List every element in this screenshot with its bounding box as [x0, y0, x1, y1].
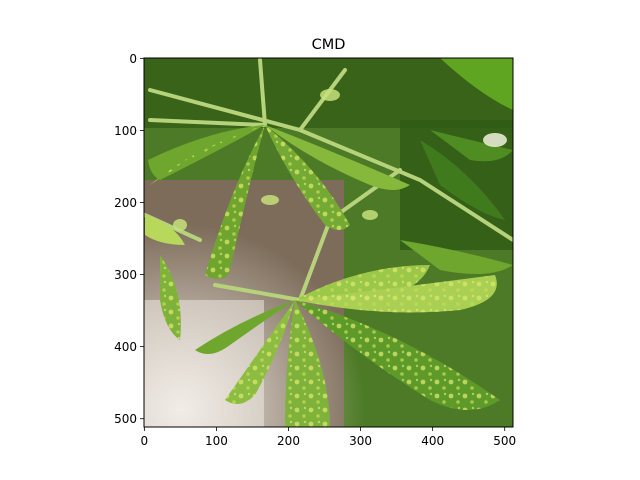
- y-tick-label: 400: [114, 340, 137, 354]
- x-tick-label: 200: [277, 434, 300, 448]
- image-frame: [143, 57, 514, 428]
- x-axis: 0 100 200 300 400 500: [141, 427, 516, 448]
- y-tick-label: 100: [114, 124, 137, 138]
- y-axis: 0 100 200 300 400 500: [114, 52, 144, 426]
- chart-title: CMD: [312, 37, 346, 53]
- y-tick-label: 300: [114, 268, 137, 282]
- x-tick-label: 300: [349, 434, 372, 448]
- y-tick-label: 0: [129, 52, 137, 66]
- x-tick-label: 0: [141, 434, 149, 448]
- x-tick-label: 500: [493, 434, 516, 448]
- y-tick-label: 200: [114, 196, 137, 210]
- y-tick-label: 500: [114, 412, 137, 426]
- x-tick-label: 400: [421, 434, 444, 448]
- leaf-photo: [144, 58, 513, 427]
- x-tick-label: 100: [205, 434, 228, 448]
